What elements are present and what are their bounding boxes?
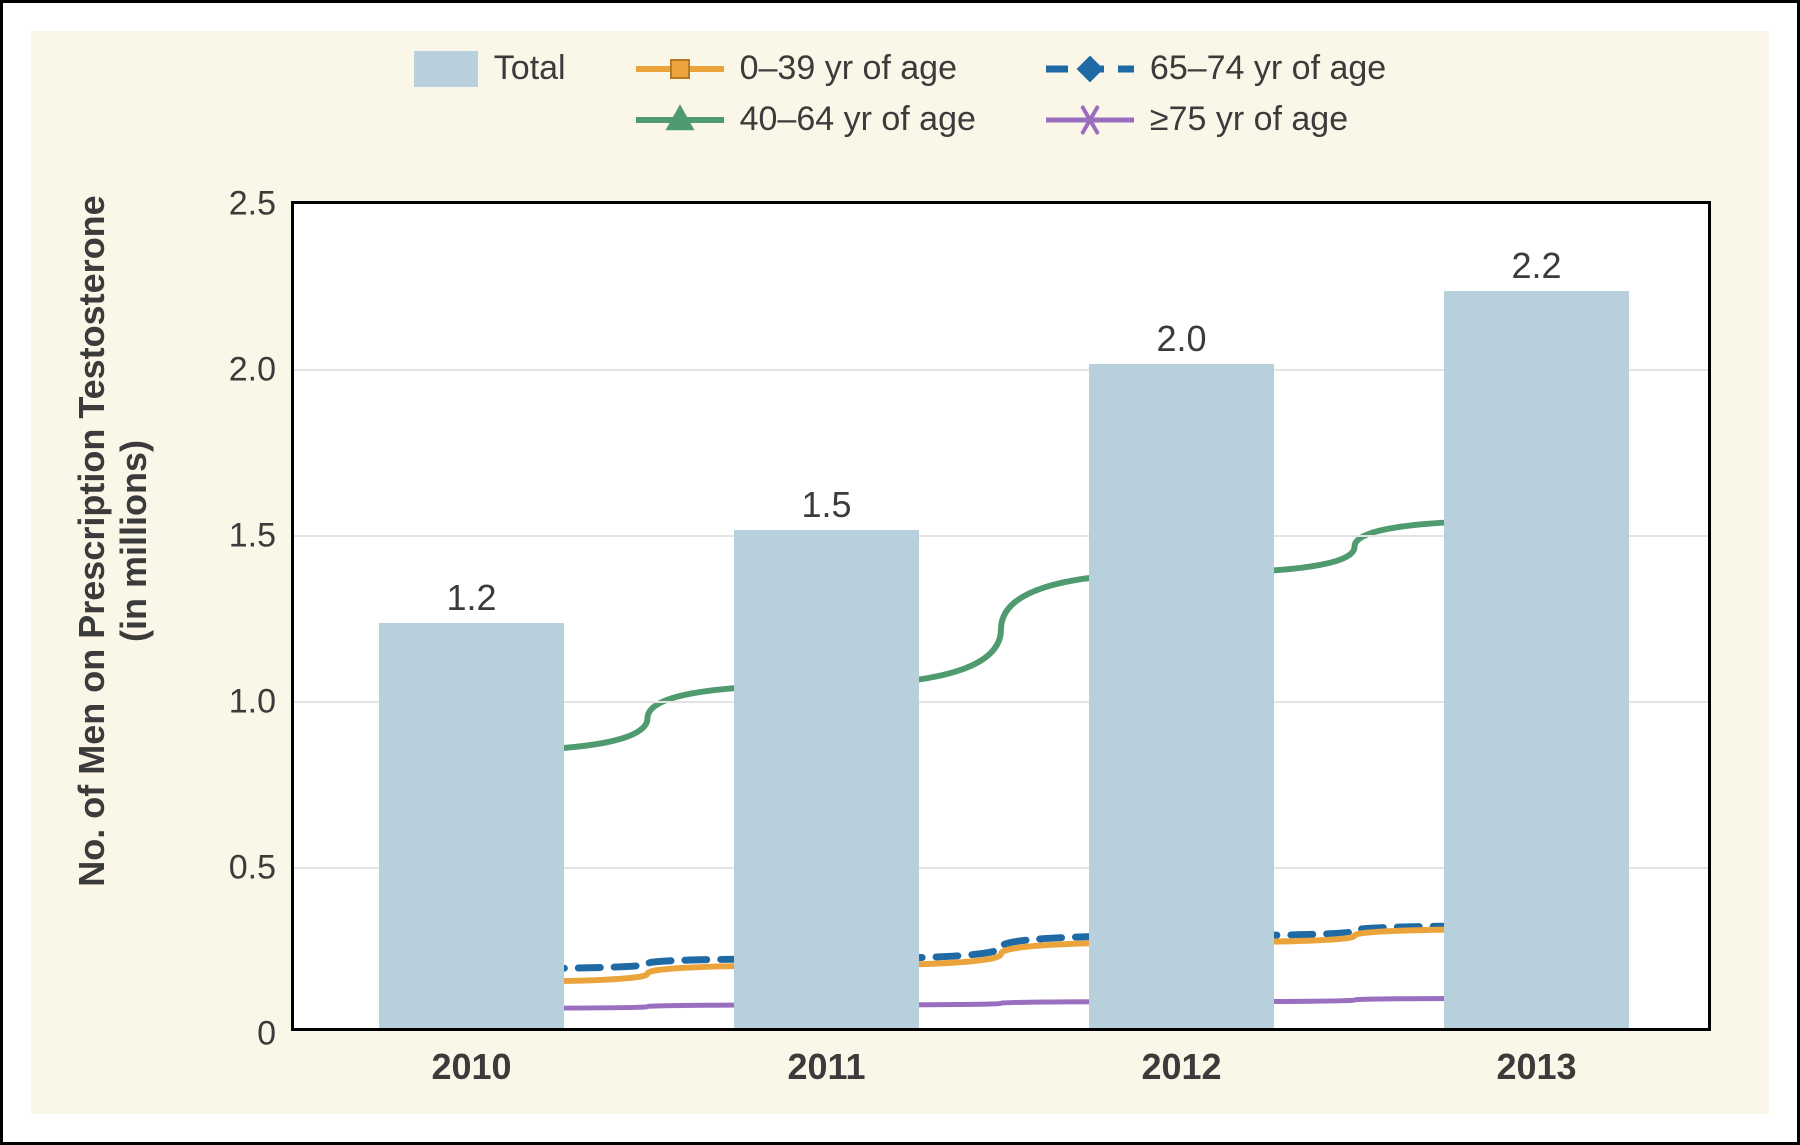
legend-label-age_40_64: 40–64 yr of age	[740, 100, 976, 139]
y-tick-label: 1.5	[229, 517, 294, 556]
bar-value-label: 2.0	[1156, 318, 1206, 370]
legend-swatch-age_75_plus	[1046, 102, 1134, 138]
legend-item-age_65_74: 65–74 yr of age	[1046, 49, 1386, 88]
bar-value-label: 1.2	[446, 577, 496, 629]
y-tick-label: 1.0	[229, 683, 294, 722]
bar-total	[379, 623, 564, 1028]
legend-swatch-age_0_39	[636, 51, 724, 87]
legend-item-age_75_plus: ≥75 yr of age	[1046, 100, 1386, 139]
x-tick-label: 2013	[1496, 1028, 1576, 1088]
series-line-age_75_plus	[471, 998, 1532, 1008]
series-line-age_40_64	[471, 520, 1532, 751]
y-tick-label: 2.5	[229, 185, 294, 224]
bar-value-label: 1.5	[801, 484, 851, 536]
legend-column: 65–74 yr of age ≥75 yr of age	[1046, 49, 1386, 139]
x-tick-label: 2012	[1141, 1028, 1221, 1088]
legend-label-age_75_plus: ≥75 yr of age	[1150, 100, 1348, 139]
x-tick-label: 2011	[787, 1028, 865, 1088]
y-axis-title-line1: No. of Men on Prescription Testosterone	[71, 126, 113, 956]
legend-column: 0–39 yr of age 40–64 yr of age	[636, 49, 976, 139]
legend-label-age_65_74: 65–74 yr of age	[1150, 49, 1386, 88]
legend-swatch-total	[414, 51, 478, 87]
y-tick-label: 0	[257, 1015, 294, 1054]
x-tick-label: 2010	[431, 1028, 511, 1088]
legend-item-total: Total	[414, 49, 566, 88]
legend-label-total: Total	[494, 49, 566, 88]
y-tick-label: 0.5	[229, 849, 294, 888]
legend: Total 0–39 yr of age 40–64 yr of age 65–74 …	[31, 49, 1769, 139]
legend-column: Total	[414, 49, 566, 139]
bar-total	[1089, 364, 1274, 1028]
bar-total	[734, 530, 919, 1028]
legend-item-age_0_39: 0–39 yr of age	[636, 49, 976, 88]
legend-swatch-age_65_74	[1046, 51, 1134, 87]
series-line-age_0_39	[471, 929, 1532, 982]
y-axis-title: No. of Men on Prescription Testosterone …	[71, 126, 155, 956]
y-axis-title-line2: (in millions)	[113, 126, 155, 956]
y-tick-label: 2.0	[229, 351, 294, 390]
bar-total	[1444, 291, 1629, 1028]
chart-outer-frame: Total 0–39 yr of age 40–64 yr of age 65–74 …	[0, 0, 1800, 1145]
plot-area: 00.51.01.52.02.51.21.52.02.2201020112012…	[291, 201, 1711, 1031]
legend-item-age_40_64: 40–64 yr of age	[636, 100, 976, 139]
chart-inner-panel: Total 0–39 yr of age 40–64 yr of age 65–74 …	[31, 31, 1769, 1114]
bar-value-label: 2.2	[1511, 245, 1561, 297]
legend-label-age_0_39: 0–39 yr of age	[740, 49, 957, 88]
legend-swatch-age_40_64	[636, 102, 724, 138]
